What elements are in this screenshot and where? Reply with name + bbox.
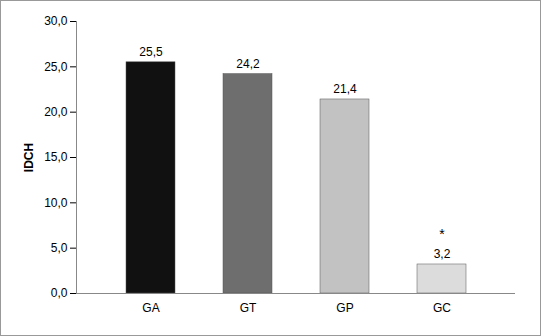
svg-text:21,4: 21,4 [333,82,357,96]
svg-text:25,5: 25,5 [139,45,163,59]
svg-text:0,0: 0,0 [51,286,68,300]
svg-text:GA: GA [142,301,159,315]
svg-text:15,0: 15,0 [44,150,68,164]
svg-text:GP: GP [336,301,353,315]
svg-text:25,0: 25,0 [44,60,68,74]
svg-text:24,2: 24,2 [236,57,260,71]
svg-text:30,0: 30,0 [44,14,68,28]
svg-text:GC: GC [433,301,451,315]
svg-text:GT: GT [240,301,257,315]
svg-text:5,0: 5,0 [51,241,68,255]
svg-text:20,0: 20,0 [44,105,68,119]
svg-text:3,2: 3,2 [434,247,451,261]
svg-text:10,0: 10,0 [44,196,68,210]
svg-text:*: * [439,226,445,242]
svg-text:IDCH: IDCH [22,143,36,172]
